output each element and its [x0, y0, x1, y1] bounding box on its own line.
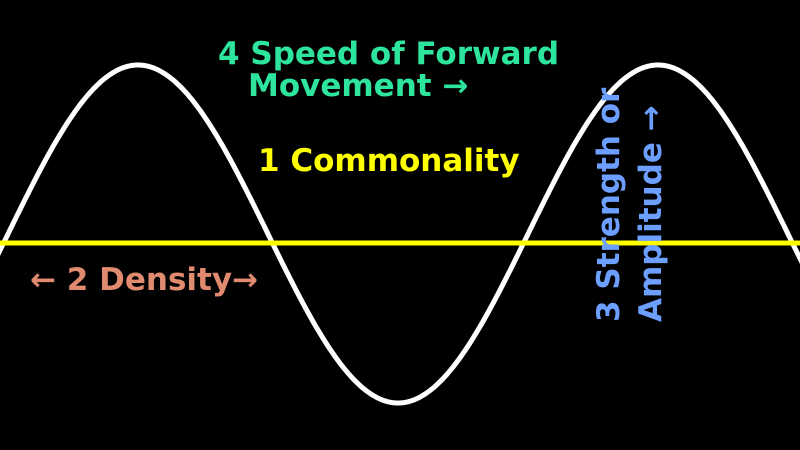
sine-wave	[0, 62, 800, 406]
density-label: ← 2 Density→	[30, 262, 259, 298]
speed-label-line1: 4 Speed of Forward	[218, 36, 560, 72]
strength-label-line1: 3 Strength or	[591, 87, 627, 322]
strength-amplitude-label: 3 Strength or Amplitude →	[588, 87, 672, 322]
strength-label-line2: Amplitude →	[633, 105, 669, 322]
speed-label-line2: Movement →	[248, 68, 469, 104]
speed-label: 4 Speed of Forward Movement →	[218, 38, 559, 102]
commonality-label: 1 Commonality	[258, 143, 520, 179]
